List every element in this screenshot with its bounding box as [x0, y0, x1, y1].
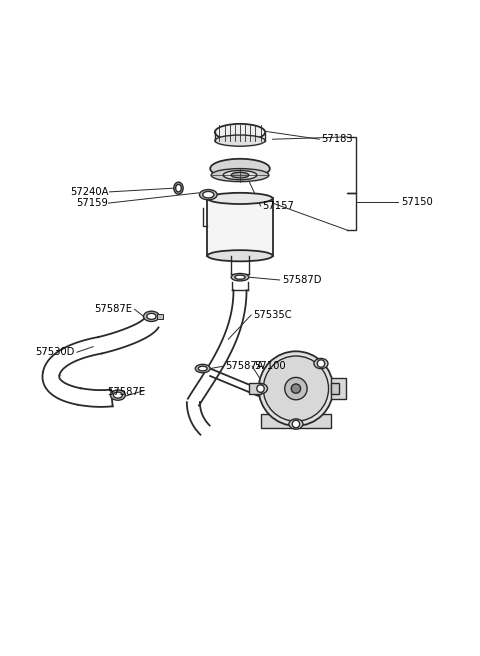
Ellipse shape [215, 124, 265, 140]
Text: 57587E: 57587E [95, 304, 132, 314]
Ellipse shape [110, 390, 125, 400]
Bar [331, 383, 339, 394]
Text: 57530D: 57530D [35, 347, 74, 358]
Ellipse shape [231, 274, 249, 281]
Ellipse shape [198, 366, 207, 371]
Circle shape [264, 356, 329, 421]
Ellipse shape [207, 193, 273, 204]
Text: 57150: 57150 [401, 197, 432, 207]
Text: 57535C: 57535C [253, 310, 292, 320]
Text: 57587E: 57587E [107, 387, 145, 398]
Ellipse shape [176, 184, 181, 192]
Bar [261, 414, 331, 428]
Bar [249, 383, 261, 394]
Ellipse shape [174, 182, 183, 194]
Ellipse shape [207, 250, 273, 261]
Text: 57159: 57159 [76, 198, 108, 208]
Ellipse shape [195, 364, 210, 373]
Text: 57587D: 57587D [282, 275, 322, 285]
Ellipse shape [231, 173, 249, 178]
Ellipse shape [144, 311, 159, 321]
Circle shape [292, 420, 300, 428]
Ellipse shape [289, 419, 303, 429]
Ellipse shape [210, 159, 270, 178]
Ellipse shape [147, 314, 156, 319]
Ellipse shape [215, 135, 265, 146]
Ellipse shape [314, 358, 328, 369]
Bar [331, 379, 346, 399]
Circle shape [285, 377, 307, 400]
Ellipse shape [113, 392, 122, 398]
Ellipse shape [200, 190, 217, 200]
Ellipse shape [235, 275, 245, 279]
Ellipse shape [211, 169, 269, 182]
Bar [157, 314, 163, 319]
Text: 57100: 57100 [254, 361, 286, 371]
Circle shape [317, 360, 324, 367]
Circle shape [259, 352, 333, 426]
Circle shape [257, 385, 264, 392]
Ellipse shape [253, 384, 267, 394]
Ellipse shape [203, 192, 214, 198]
Bar [208, 201, 272, 253]
Text: 57587A: 57587A [225, 361, 264, 371]
Ellipse shape [223, 171, 257, 180]
Text: 57157: 57157 [263, 201, 294, 211]
Circle shape [291, 384, 300, 393]
Text: 57183: 57183 [322, 134, 353, 144]
Text: 57240A: 57240A [70, 187, 108, 197]
